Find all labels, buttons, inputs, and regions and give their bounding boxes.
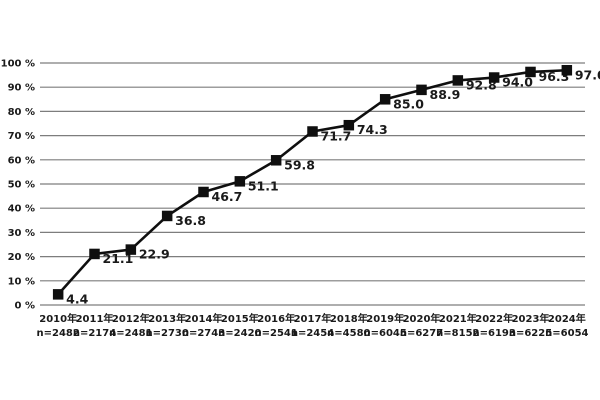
- data-point-label: 74.3: [357, 122, 388, 137]
- x-axis-n-label: n=4580: [327, 328, 370, 339]
- data-point-marker: [270, 155, 282, 166]
- x-axis-n-label: n=6054: [545, 328, 588, 339]
- data-point-marker: [161, 210, 173, 222]
- y-axis-tick-label: 30 %: [8, 228, 35, 239]
- data-point-marker: [525, 66, 536, 78]
- x-axis-n-label: n=2482: [36, 328, 79, 339]
- data-point-marker: [89, 248, 100, 260]
- y-axis-tick-label: 40 %: [8, 204, 35, 215]
- x-axis-n-label: n=2481: [109, 328, 152, 339]
- x-axis-year-label: 2017年: [294, 312, 332, 325]
- data-point-marker: [307, 126, 318, 137]
- x-axis-n-label: n=6277: [400, 328, 443, 339]
- y-axis-tick-label: 10 %: [8, 276, 35, 287]
- x-axis-year-label: 2010年: [39, 312, 77, 325]
- y-axis-tick-label: 70 %: [8, 131, 35, 142]
- data-point-marker: [488, 72, 500, 83]
- data-point-marker: [452, 75, 464, 86]
- x-axis-year-label: 2024年: [548, 312, 586, 325]
- x-axis-year-label: 2022年: [475, 312, 513, 325]
- data-point-label: 88.9: [430, 87, 461, 102]
- data-point-label: 71.7: [321, 128, 352, 143]
- x-axis-year-label: 2023年: [512, 312, 550, 325]
- x-axis-year-label: 2013年: [148, 312, 186, 325]
- data-point-marker: [379, 94, 391, 105]
- x-axis-n-label: n=2174: [73, 328, 116, 339]
- data-point-marker: [343, 119, 355, 131]
- data-point-label: 85.0: [393, 96, 424, 111]
- x-axis-n-label: n=8152: [436, 328, 479, 339]
- data-point-label: 97.0: [575, 67, 600, 82]
- data-point-marker: [198, 186, 209, 198]
- x-axis-n-label: n=6225: [509, 328, 552, 339]
- x-axis-n-label: n=2541: [254, 328, 297, 339]
- x-axis-year-label: 2019年: [366, 312, 404, 325]
- y-axis-tick-label: 0 %: [15, 301, 35, 312]
- data-point-label: 36.8: [175, 213, 206, 228]
- data-point-label: 94.0: [502, 75, 533, 90]
- data-point-label: 46.7: [212, 189, 243, 204]
- data-point-marker: [52, 289, 64, 300]
- x-axis-n-label: n=2743: [182, 328, 225, 339]
- y-axis-tick-label: 90 %: [8, 83, 35, 94]
- data-point-label: 22.9: [139, 247, 170, 262]
- x-axis-n-label: n=2730: [145, 328, 188, 339]
- x-axis-year-label: 2018年: [330, 312, 368, 325]
- data-point-marker: [561, 65, 573, 76]
- x-axis-n-label: n=6193: [472, 328, 515, 339]
- x-axis-year-label: 2021年: [439, 312, 477, 325]
- x-axis-n-label: n=2454: [291, 328, 334, 339]
- data-point-label: 59.8: [284, 157, 315, 172]
- y-axis-tick-label: 60 %: [8, 155, 35, 166]
- y-axis-tick-label: 100 %: [1, 59, 35, 70]
- y-axis-tick-label: 50 %: [8, 180, 35, 191]
- x-axis-year-label: 2015年: [221, 312, 259, 325]
- data-point-marker: [234, 176, 246, 187]
- x-axis-year-label: 2012年: [112, 312, 150, 325]
- data-point-marker: [416, 84, 427, 96]
- series-line: [56, 68, 569, 296]
- data-point-label: 51.1: [248, 178, 279, 193]
- x-axis-year-label: 2016年: [257, 312, 295, 325]
- y-axis-tick-label: 20 %: [8, 252, 35, 263]
- x-axis-year-label: 2014年: [185, 312, 223, 325]
- y-axis-tick-label: 80 %: [8, 107, 35, 118]
- data-point-marker: [125, 244, 137, 255]
- x-axis-n-label: n=2420: [218, 328, 261, 339]
- data-point-label: 4.4: [66, 291, 88, 306]
- x-axis-year-label: 2011年: [76, 312, 114, 325]
- x-axis-year-label: 2020年: [403, 312, 441, 325]
- x-axis-n-label: n=6045: [363, 328, 406, 339]
